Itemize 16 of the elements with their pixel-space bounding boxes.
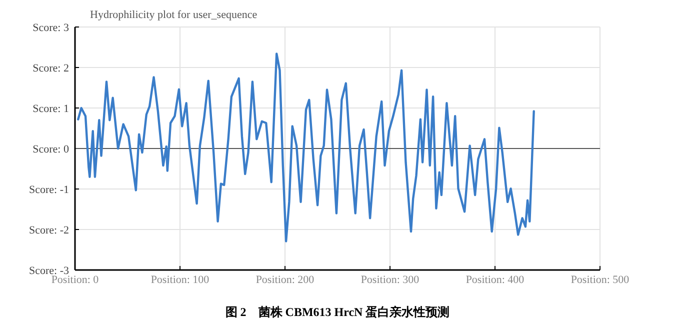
x-tick-label: Position: 400: [466, 274, 525, 286]
x-tick-label: Position: 100: [150, 274, 210, 286]
y-tick-label: Score: 2: [32, 62, 69, 74]
line-series: [77, 52, 535, 242]
y-tick-label: Score: 0: [32, 144, 70, 156]
y-tick-label: Score: -2: [28, 224, 69, 236]
y-tick-label: Score: -1: [28, 184, 69, 196]
y-tick-label: Score: -3: [28, 265, 70, 277]
y-tick-label: Score: 1: [32, 103, 69, 115]
x-tick-label: Position: 500: [570, 274, 630, 286]
x-tick-label: Position: 0: [51, 274, 100, 286]
x-tick-label: Position: 200: [256, 274, 315, 286]
caption: 图 2 菌株 CBM613 HrcN 蛋白亲水性预测: [225, 305, 450, 319]
chart-title: Hydrophilicity plot for user_sequence: [90, 9, 258, 21]
x-tick-label: Position: 300: [360, 274, 420, 286]
y-tick-label: Score: 3: [32, 22, 70, 34]
